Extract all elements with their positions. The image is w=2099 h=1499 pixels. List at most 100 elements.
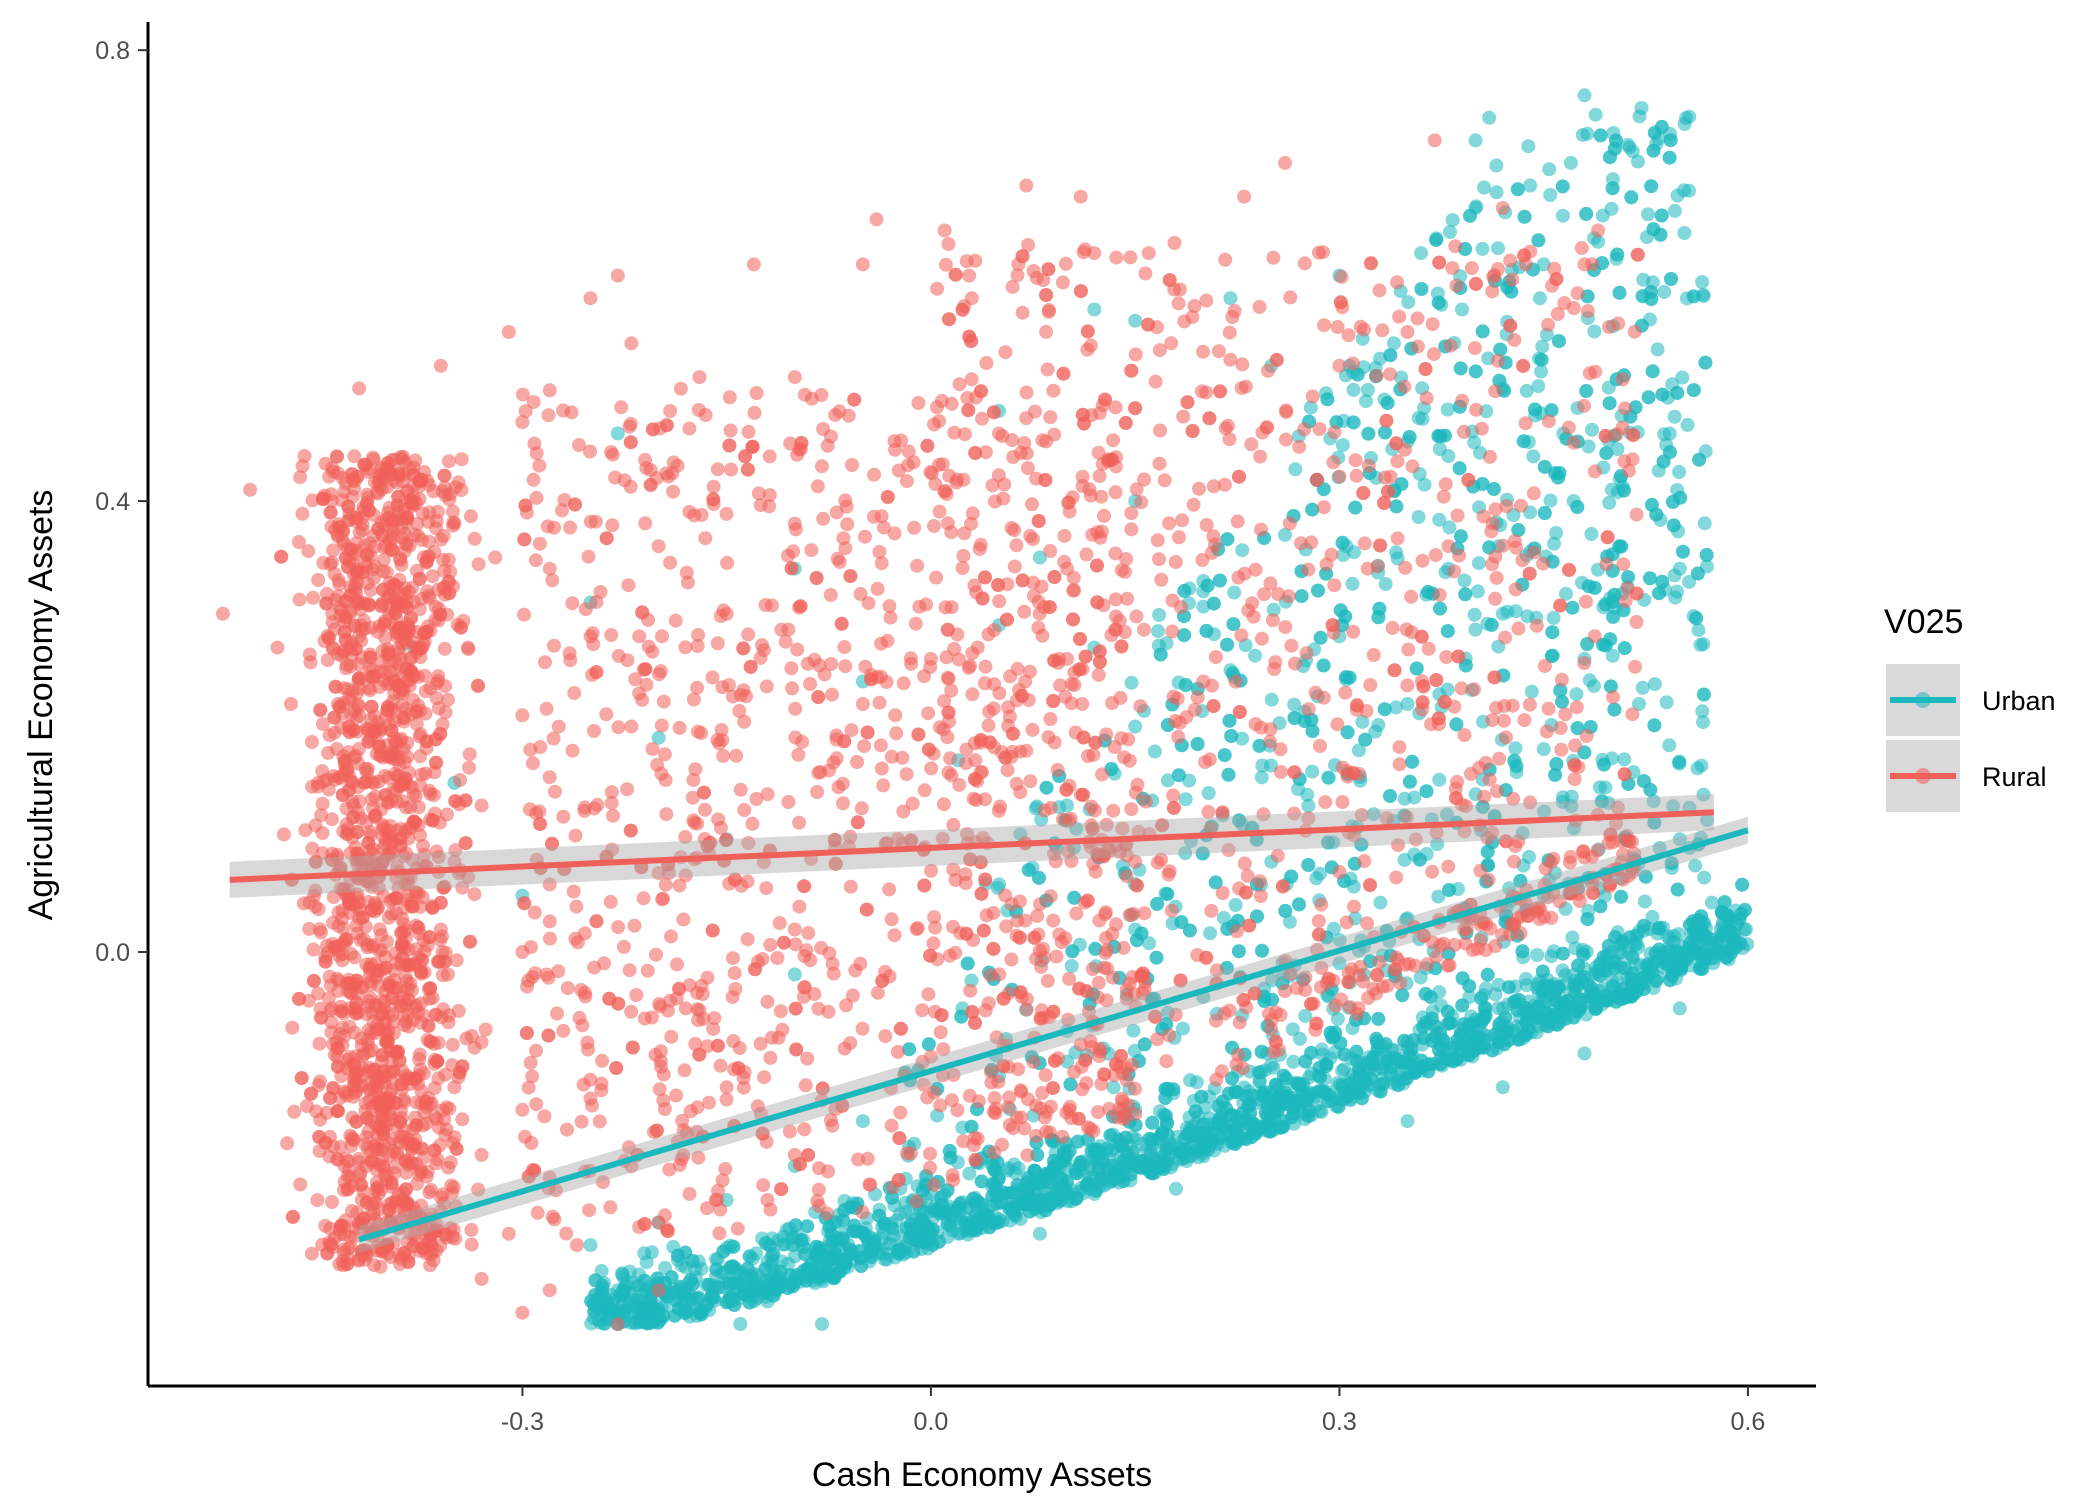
urban-point <box>1171 768 1186 783</box>
urban-point <box>1311 583 1325 598</box>
rural-point <box>968 253 983 268</box>
urban-point <box>1520 1008 1534 1023</box>
urban-point <box>1203 926 1218 941</box>
urban-point <box>1565 600 1580 615</box>
urban-point <box>1700 813 1714 828</box>
rural-point <box>280 1136 295 1151</box>
urban-point <box>1221 767 1236 782</box>
rural-point <box>528 553 543 568</box>
urban-point <box>1668 944 1683 958</box>
urban-point <box>1223 291 1238 306</box>
urban-point <box>1347 545 1361 560</box>
urban-point <box>1370 1035 1385 1050</box>
urban-point <box>1695 275 1710 289</box>
rural-point <box>295 506 310 521</box>
urban-point <box>1160 1115 1174 1130</box>
urban-point <box>583 1238 598 1253</box>
urban-point <box>1255 943 1269 958</box>
urban-point <box>1304 1086 1319 1101</box>
urban-point <box>1389 499 1404 514</box>
urban-point <box>1440 624 1455 639</box>
urban-point <box>1468 364 1483 379</box>
urban-point <box>1356 1069 1371 1084</box>
urban-point <box>990 1196 1005 1211</box>
urban-point <box>1575 128 1590 143</box>
urban-point <box>1345 576 1360 591</box>
urban-point <box>1305 764 1320 779</box>
urban-point <box>1305 724 1320 739</box>
urban-point <box>1247 1117 1262 1132</box>
urban-point <box>1581 439 1596 454</box>
urban-point <box>1489 185 1504 200</box>
urban-point <box>1337 1047 1352 1062</box>
urban-point <box>1555 963 1570 978</box>
urban-point <box>1659 695 1674 710</box>
urban-point <box>1471 556 1486 571</box>
urban-point <box>1073 1155 1088 1170</box>
urban-point <box>1522 849 1536 864</box>
urban-point <box>600 1301 615 1316</box>
rural-point <box>1392 757 1407 772</box>
rural-point <box>304 735 319 749</box>
urban-point <box>1151 624 1165 639</box>
rural-point <box>1004 952 1019 967</box>
urban-point <box>1244 1130 1259 1145</box>
rural-point <box>1398 560 1413 575</box>
urban-point <box>1518 1027 1533 1042</box>
rural-point <box>1137 622 1151 637</box>
urban-point <box>1222 1127 1237 1142</box>
urban-point <box>1330 1012 1345 1026</box>
urban-point <box>678 1245 693 1260</box>
rural-point <box>1235 357 1250 372</box>
rural-point <box>441 454 456 469</box>
urban-point <box>1579 206 1594 221</box>
urban-point <box>1196 1125 1211 1140</box>
urban-point <box>1693 637 1708 652</box>
urban-point <box>742 1249 757 1264</box>
urban-point <box>1286 1106 1301 1121</box>
urban-point <box>1254 1044 1269 1059</box>
urban-point <box>788 1274 803 1289</box>
rural-point <box>517 607 531 622</box>
urban-point <box>1316 658 1331 673</box>
rural-point <box>1229 924 1244 939</box>
urban-point <box>1309 871 1324 886</box>
urban-point <box>1537 506 1552 520</box>
urban-point <box>1125 1145 1140 1160</box>
urban-point <box>962 1166 977 1181</box>
urban-point <box>1383 348 1398 363</box>
urban-point <box>1137 1037 1152 1052</box>
rural-point <box>917 783 932 798</box>
urban-point <box>1599 446 1614 461</box>
rural-point <box>567 686 582 701</box>
urban-point <box>1348 500 1363 515</box>
urban-point <box>1431 1042 1446 1057</box>
urban-point <box>1455 302 1469 317</box>
urban-point <box>1543 188 1558 202</box>
urban-point <box>1510 182 1525 197</box>
rural-point <box>963 983 978 998</box>
urban-point <box>1512 993 1526 1007</box>
urban-point <box>1332 1091 1347 1106</box>
urban-point <box>1060 798 1075 813</box>
urban-point <box>1021 863 1036 877</box>
rural-point <box>713 1058 728 1073</box>
urban-point <box>1491 241 1505 256</box>
urban-point <box>1005 1185 1019 1200</box>
urban-point <box>835 1231 850 1246</box>
urban-point <box>1386 336 1401 351</box>
urban-point <box>1235 543 1250 558</box>
series-rural <box>215 133 1645 1331</box>
urban-point <box>1577 970 1591 984</box>
urban-point <box>1270 1104 1285 1118</box>
urban-point <box>747 1279 762 1294</box>
urban-point <box>1598 638 1613 653</box>
urban-point <box>1641 207 1655 222</box>
rural-point <box>770 951 785 965</box>
urban-point <box>1414 282 1429 296</box>
rural-point <box>538 655 552 670</box>
urban-point <box>1338 609 1353 624</box>
urban-point <box>1301 798 1316 813</box>
urban-point <box>1432 512 1447 527</box>
urban-point <box>1644 497 1659 512</box>
